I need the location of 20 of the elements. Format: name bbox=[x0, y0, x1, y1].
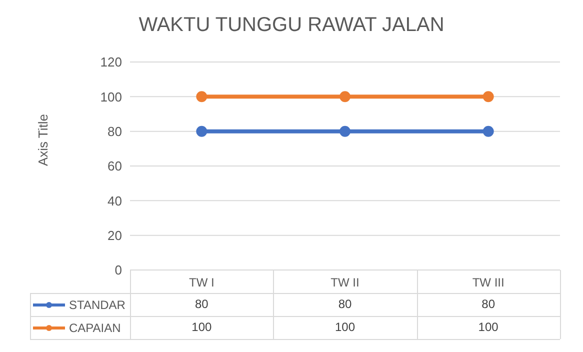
data-label: 100 bbox=[334, 319, 356, 336]
y-tick-label: 0 bbox=[114, 262, 122, 278]
data-label: 100 bbox=[190, 319, 213, 336]
x-tick-label: TW II bbox=[330, 276, 360, 290]
y-tick-label: 20 bbox=[108, 228, 122, 243]
legend-label: CAPAIAN bbox=[69, 320, 121, 334]
y-tick-label: 100 bbox=[100, 89, 122, 104]
x-tick-label: TW III bbox=[472, 276, 504, 290]
data-label: 80 bbox=[194, 296, 210, 313]
y-tick-label: 80 bbox=[108, 124, 122, 139]
y-tick-label: 40 bbox=[108, 193, 122, 208]
data-label: 100 bbox=[477, 319, 500, 336]
x-tick-label: TW I bbox=[189, 276, 214, 290]
y-axis-title: Axis Title bbox=[36, 114, 51, 166]
y-tick-label: 120 bbox=[100, 54, 122, 70]
y-tick-label: 60 bbox=[108, 158, 122, 174]
data-label: 80 bbox=[480, 296, 496, 313]
chart-title: WAKTU TUNGGU RAWAT JALAN bbox=[138, 14, 446, 37]
legend-label: STANDAR bbox=[69, 298, 126, 312]
data-label: 80 bbox=[337, 296, 353, 313]
